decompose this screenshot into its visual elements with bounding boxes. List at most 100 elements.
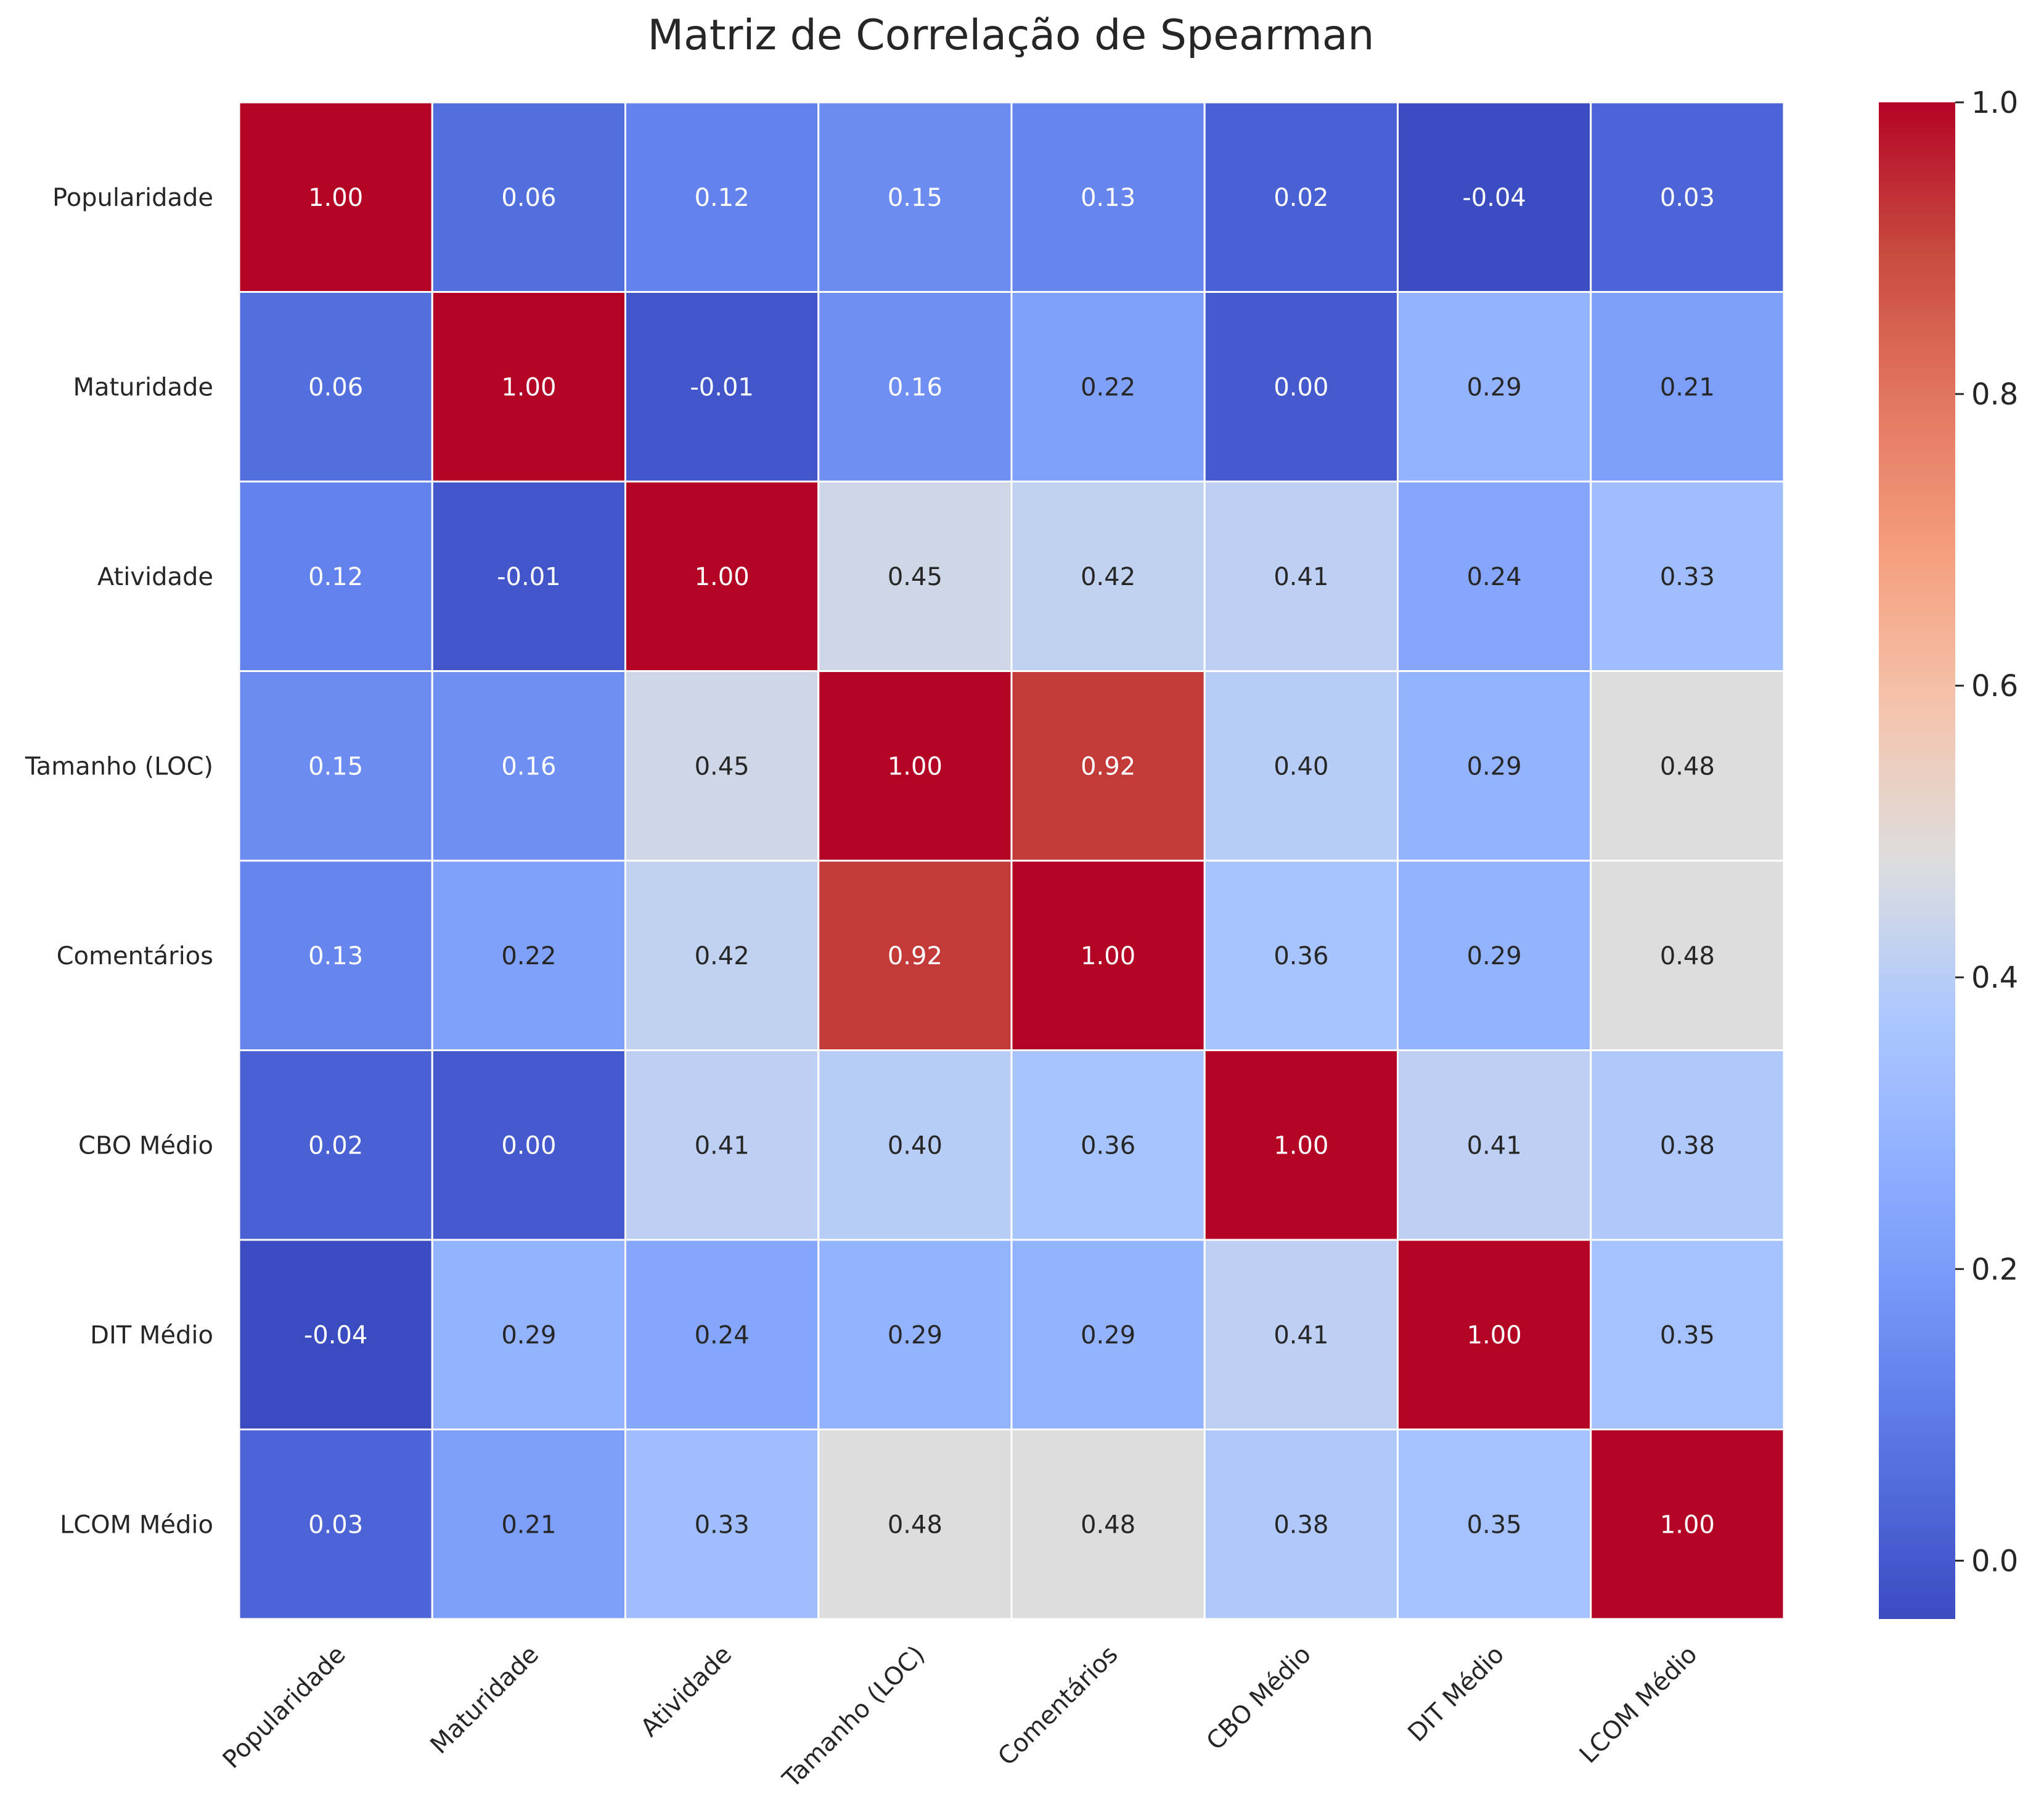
heatmap-cell [1397,291,1592,483]
heatmap-cell [817,1429,1013,1620]
cell-value-label: 0.41 [1467,1131,1522,1160]
cell-value-label: 0.02 [1273,184,1328,212]
colorbar-gradient [1879,102,1955,1619]
column-label: LCOM Médio [1574,1641,1703,1769]
cell-value-label: -0.01 [690,373,754,401]
heatmap-cell [1010,859,1206,1051]
column-label: Maturidade [425,1641,544,1760]
heatmap-cell [1203,1429,1399,1620]
column-label: Comentários [992,1641,1123,1771]
cell-value-label: 0.38 [1660,1131,1715,1160]
heatmap-cell [1010,101,1206,293]
cell-value-label: 0.35 [1467,1511,1522,1539]
cell-value-label: 0.24 [1467,563,1522,591]
cell-value-label: 0.02 [308,1131,363,1160]
heatmap-cell [624,1429,820,1620]
heatmap-cell [1590,101,1785,293]
colorbar-tick-label: 0.6 [1971,669,2018,703]
column-label: Tamanho (LOC) [777,1641,930,1794]
cell-value-label: 0.48 [1081,1511,1135,1539]
heatmap-cell [624,1239,820,1430]
cell-value-label: 0.29 [1467,752,1522,781]
heatmap-cell [817,670,1013,862]
cell-value-label: 0.45 [695,752,750,781]
cell-value-label: -0.01 [497,563,561,591]
heatmap-cell [431,1429,626,1620]
cell-value-label: 0.36 [1081,1131,1135,1160]
cell-value-label: 0.06 [308,373,363,401]
colorbar: 0.0 0.2 0.4 0.6 0.8 1.0 [1879,86,2018,1619]
heatmap-cell [1203,480,1399,672]
column-label: DIT Médio [1402,1641,1510,1748]
heatmap-cell [624,480,820,672]
heatmap-cell [1590,859,1785,1051]
column-label: Popularidade [218,1641,351,1774]
cell-value-label: 0.16 [888,373,942,401]
cell-value-label: 0.00 [501,1131,556,1160]
cell-value-label: 0.29 [501,1321,556,1350]
cell-value-label: 0.00 [1273,373,1328,401]
cell-value-label: 1.00 [501,373,556,401]
chart-title: Matriz de Correlação de Spearman [648,11,1375,60]
heatmap-cell [817,291,1013,483]
cell-value-label: 0.40 [888,1131,942,1160]
heatmap-cell [1203,1239,1399,1430]
heatmap-cell [1590,1429,1785,1620]
cell-value-label: 0.03 [1660,184,1715,212]
colorbar-tick-label: 0.2 [1971,1252,2018,1287]
cell-value-label: 0.03 [308,1511,363,1539]
heatmap-cell [1397,670,1592,862]
heatmap-cell [1590,480,1785,672]
heatmap-cell [431,1239,626,1430]
heatmap-cell [431,1049,626,1241]
cell-value-label: 0.22 [1081,373,1135,401]
heatmap-cell [238,101,433,293]
cell-value-label: 0.15 [888,184,942,212]
cell-value-label: 1.00 [1273,1131,1328,1160]
heatmap-cell [431,291,626,483]
cell-value-label: 0.33 [1660,563,1715,591]
cell-value-label: 0.29 [1081,1321,1135,1350]
cell-value-label: 0.13 [1081,184,1135,212]
heatmap-cell [1397,480,1592,672]
cell-value-label: 0.92 [1081,752,1135,781]
heatmap-cell [1590,1239,1785,1430]
heatmap-cell-values: 1.00 0.06 0.12 0.15 0.13 0.02 -0.04 0.03 0.06 1.0… [304,184,1715,1539]
heatmap-cell [1203,859,1399,1051]
heatmap-cell [624,101,820,293]
colorbar-ticks: 0.0 0.2 0.4 0.6 0.8 1.0 [1955,86,2018,1578]
row-label: Tamanho (LOC) [25,752,213,781]
cell-value-label: 0.06 [501,184,556,212]
cell-value-label: 0.41 [695,1131,750,1160]
heatmap-cell [1010,1239,1206,1430]
heatmap-cell [238,1429,433,1620]
heatmap-cell [624,1049,820,1241]
cell-value-label: 0.15 [308,752,363,781]
row-labels: Popularidade Maturidade Atividade Tamanho (… [25,184,213,1539]
heatmap-cell [1397,1049,1592,1241]
cell-value-label: 0.38 [1273,1511,1328,1539]
heatmap-cell [1010,1049,1206,1241]
colorbar-tick-label: 0.4 [1971,961,2018,995]
heatmap-cell [1203,291,1399,483]
column-label: Atividade [636,1641,738,1743]
cell-value-label: 0.45 [888,563,942,591]
heatmap-cell [817,859,1013,1051]
cell-value-label: 0.41 [1273,1321,1328,1350]
colorbar-tick-label: 0.8 [1971,377,2018,412]
row-label: CBO Médio [78,1131,213,1160]
cell-value-label: 1.00 [1467,1321,1522,1350]
row-label: LCOM Médio [60,1511,213,1539]
cell-value-label: 1.00 [888,752,942,781]
cell-value-label: 0.13 [308,942,363,970]
heatmap-cell [1397,1239,1592,1430]
cell-value-label: 1.00 [1081,942,1135,970]
heatmap-cell [1010,480,1206,672]
cell-value-label: 0.33 [695,1511,750,1539]
colorbar-tick-label: 1.0 [1971,86,2018,120]
heatmap-cell [431,101,626,293]
cell-value-label: 0.48 [888,1511,942,1539]
cell-value-label: 1.00 [1660,1511,1715,1539]
column-label: CBO Médio [1201,1641,1317,1756]
